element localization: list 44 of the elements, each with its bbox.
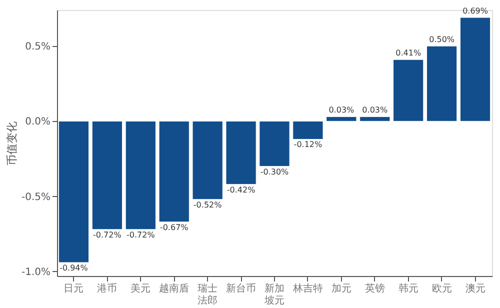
data-label: -0.30% [260,167,290,176]
bar [192,120,223,200]
data-label: 0.50% [429,35,455,44]
x-tick-label: 韩元 [398,282,418,294]
bar [426,46,458,122]
data-label: 0.03% [328,106,355,115]
data-label: 0.41% [396,48,422,58]
x-tick-label: 林吉特 [292,282,323,294]
data-label: -0.94% [60,263,88,272]
data-label: -0.42% [226,185,256,194]
x-tick-label: 英镑 [364,282,385,294]
bar [125,120,156,230]
bar [259,120,290,167]
y-axis-title: 币值变化 [5,122,18,166]
data-label: -0.12% [294,140,323,150]
x-tick-label: 新台币 [226,282,256,294]
bar [226,120,256,185]
y-tick-label: 0.5% [25,42,50,53]
y-tick-label: -0.5% [21,192,50,203]
y-tick-label: 0.0% [25,116,50,128]
bar [460,17,491,122]
data-label: 0.69% [462,6,488,16]
x-tick-label: 港币 [97,282,118,294]
x-tick-label: 新加坡元 [264,282,284,306]
x-tick-label: 瑞士法郎 [198,282,218,306]
x-tick-label: 日元 [64,284,84,294]
bar [158,120,190,222]
data-label: -0.67% [160,222,189,232]
y-tick-label: -1.0% [21,266,50,278]
data-label: -0.72% [126,230,156,240]
data-label: -0.72% [93,230,122,240]
bar [326,116,357,122]
x-tick-label: 越南盾 [159,282,190,294]
bar [58,120,90,263]
x-tick-label: 澳元 [465,282,486,294]
data-label: 0.03% [362,106,388,115]
bar [292,120,324,140]
x-tick-label: 加元 [331,282,352,294]
x-tick-label: 美元 [130,282,151,294]
bar [393,59,424,122]
bar [92,120,122,230]
bar [360,116,390,122]
data-label: -0.52% [193,200,222,210]
x-tick-label: 欧元 [432,284,452,294]
